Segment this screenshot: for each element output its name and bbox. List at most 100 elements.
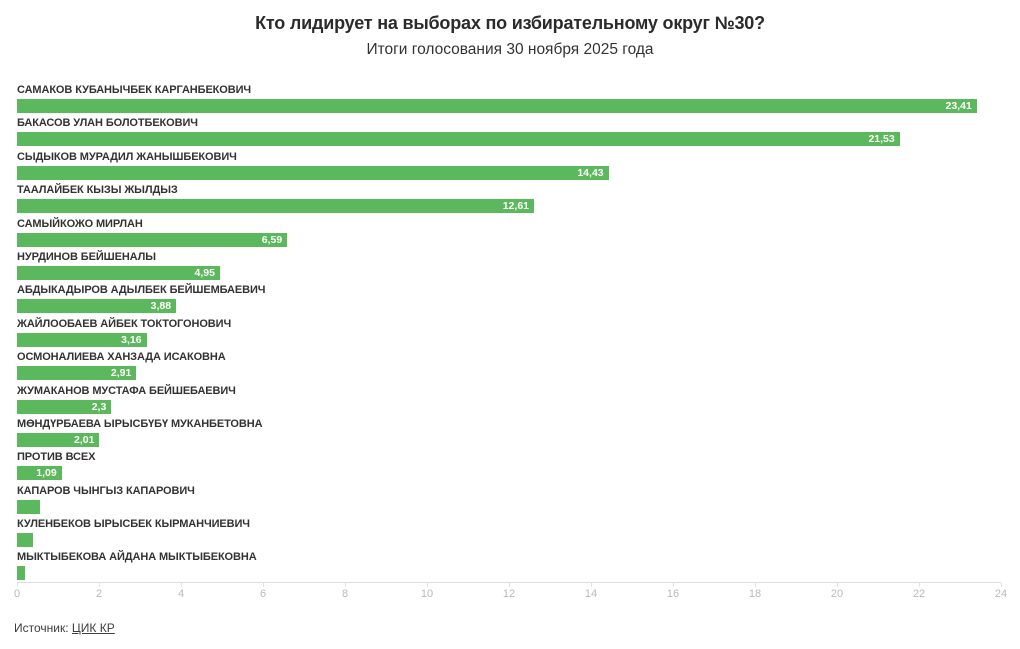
candidate-name-label: АБДЫКАДЫРОВ АДЫЛБЕК БЕЙШЕМБАЕВИЧ: [17, 284, 266, 297]
bar-chart: САМАКОВ КУБАНЫЧБЕК КАРГАНБЕКОВИЧ 23,41 БАК…: [17, 84, 1001, 585]
result-bar: 2,3: [17, 399, 112, 414]
axis-tick-label: 10: [420, 588, 434, 600]
bar-value-label: 2,91: [110, 367, 132, 380]
axis-tick-mark: [427, 583, 428, 587]
source-note: Источник: ЦИК КР: [14, 621, 115, 635]
bar-track: 12,61: [17, 199, 1001, 214]
bar-value-label: 14,43: [577, 166, 604, 179]
axis-tick-mark: [837, 583, 838, 587]
candidate-name-label: САМАКОВ КУБАНЫЧБЕК КАРГАНБЕКОВИЧ: [17, 84, 252, 96]
axis-tick-label: 24: [994, 588, 1008, 600]
candidate-name-label: НУРДИНОВ БЕЙШЕНАЛЫ: [17, 250, 156, 263]
candidate-name-label: МЫКТЫБЕКОВА АЙДАНА МЫКТЫБЕКОВНА: [17, 551, 257, 564]
axis-tick-mark: [17, 583, 18, 587]
axis-tick-label: 20: [830, 588, 844, 600]
chart-header: Кто лидирует на выборах по избирательном…: [0, 0, 1020, 59]
chart-title: Кто лидирует на выборах по избирательном…: [255, 13, 765, 33]
bar-value-label: 23,41: [945, 100, 972, 112]
bar-row: ЖАЙЛООБАЕВ АЙБЕК ТОКТОГОНОВИЧ 3,16: [17, 318, 1001, 351]
bar-row: МЫКТЫБЕКОВА АЙДАНА МЫКТЫБЕКОВНА: [17, 551, 1001, 584]
axis-tick-label: 0: [13, 588, 21, 600]
bar-track: 23,41: [17, 99, 1001, 113]
candidate-name-label: КАПАРОВ ЧЫНГЫЗ КАПАРОВИЧ: [17, 484, 195, 497]
bar-track: [17, 533, 1001, 548]
bar-track: 2,91: [17, 366, 1001, 381]
axis-tick-mark: [345, 583, 346, 587]
bar-row: КАПАРОВ ЧЫНГЫЗ КАПАРОВИЧ: [17, 485, 1001, 518]
bar-track: 2,01: [17, 432, 1001, 447]
source-link[interactable]: ЦИК КР: [71, 621, 115, 635]
axis-tick-label: 4: [177, 588, 185, 600]
candidate-name-label: МӨНДҮРБАЕВА ЫРЫСБҮБҮ МУКАНБЕТОВНА: [17, 417, 263, 430]
result-bar: 3,88: [17, 299, 177, 314]
bar-value-label: 2,3: [91, 400, 107, 413]
candidate-name-label: САМЫЙКОЖО МИРЛАН: [17, 217, 143, 230]
axis-tick-mark: [755, 583, 756, 587]
axis-tick-label: 8: [341, 588, 349, 600]
candidate-name-label: ЖАЙЛООБАЕВ АЙБЕК ТОКТОГОНОВИЧ: [17, 317, 232, 330]
axis-tick-label: 18: [748, 588, 762, 600]
bar-row: ТААЛАЙБЕК КЫЗЫ ЖЫЛДЫЗ 12,61: [17, 184, 1001, 217]
bar-track: 1,09: [17, 466, 1001, 481]
axis-tick-label: 14: [584, 588, 598, 600]
candidate-name-label: КУЛЕНБЕКОВ ЫРЫСБЕК КЫРМАНЧИЕВИЧ: [17, 518, 250, 531]
bar-track: [17, 499, 1001, 514]
bar-row: ПРОТИВ ВСЕХ 1,09: [17, 451, 1001, 484]
result-bar: [17, 499, 40, 514]
candidate-name-label: СЫДЫКОВ МУРАДИЛ ЖАНЫШБЕКОВИЧ: [17, 150, 237, 163]
candidate-name-label: ПРОТИВ ВСЕХ: [17, 451, 96, 464]
bar-row: АБДЫКАДЫРОВ АДЫЛБЕК БЕЙШЕМБАЕВИЧ 3,88: [17, 284, 1001, 317]
result-bar: 4,95: [17, 265, 220, 280]
bar-value-label: 4,95: [194, 266, 215, 279]
axis-tick-mark: [509, 583, 510, 587]
bar-row: САМЫЙКОЖО МИРЛАН 6,59: [17, 218, 1001, 251]
bar-track: 2,3: [17, 399, 1001, 414]
bar-row: МӨНДҮРБАЕВА ЫРЫСБҮБҮ МУКАНБЕТОВНА 2,01: [17, 418, 1001, 451]
result-bar: 21,53: [17, 132, 900, 147]
axis-tick-mark: [181, 583, 182, 587]
result-bar: 2,01: [17, 432, 100, 447]
axis-tick-mark: [99, 583, 100, 587]
source-prefix: Источник:: [14, 621, 72, 635]
bar-row: СЫДЫКОВ МУРАДИЛ ЖАНЫШБЕКОВИЧ 14,43: [17, 151, 1001, 184]
bar-track: [17, 566, 1001, 581]
bar-row: НУРДИНОВ БЕЙШЕНАЛЫ 4,95: [17, 251, 1001, 284]
chart-subtitle: Итоги голосования 30 ноября 2025 года: [366, 41, 654, 58]
bar-value-label: 12,61: [502, 200, 529, 213]
bar-track: 4,95: [17, 265, 1001, 280]
x-axis: 0 2 4 6 8 10 12 14 16 18 20 22 24: [13, 582, 1007, 600]
axis-tick-mark: [919, 583, 920, 587]
candidate-name-label: ЖУМАКАНОВ МУСТАФА БЕЙШЕБАЕВИЧ: [17, 384, 236, 397]
result-bar: 6,59: [17, 232, 288, 247]
candidate-name-label: БАКАСОВ УЛАН БОЛОТБЕКОВИЧ: [17, 117, 198, 130]
bar-row: САМАКОВ КУБАНЫЧБЕК КАРГАНБЕКОВИЧ 23,41: [17, 84, 1001, 117]
bar-track: 14,43: [17, 165, 1001, 180]
bar-value-label: 1,09: [36, 467, 57, 480]
bar-value-label: 6,59: [261, 233, 283, 246]
bar-value-label: 2,01: [73, 433, 95, 446]
axis-tick-label: 12: [502, 588, 516, 600]
result-bar: 1,09: [17, 466, 62, 481]
bar-row: ЖУМАКАНОВ МУСТАФА БЕЙШЕБАЕВИЧ 2,3: [17, 385, 1001, 418]
bar-track: 3,88: [17, 299, 1001, 314]
bar-row: БАКАСОВ УЛАН БОЛОТБЕКОВИЧ 21,53: [17, 117, 1001, 150]
result-bar: 14,43: [17, 165, 609, 180]
bar-track: 21,53: [17, 132, 1001, 147]
result-bar: 3,16: [17, 332, 147, 347]
result-bar: 12,61: [17, 199, 534, 214]
axis-tick-mark: [1001, 583, 1002, 587]
bar-value-label: 21,53: [868, 133, 895, 146]
result-bar: [17, 566, 26, 581]
result-bar: [17, 533, 33, 548]
axis-tick-mark: [673, 583, 674, 587]
bar-track: 6,59: [17, 232, 1001, 247]
candidate-name-label: ТААЛАЙБЕК КЫЗЫ ЖЫЛДЫЗ: [17, 184, 178, 197]
axis-tick-mark: [591, 583, 592, 587]
axis-tick-mark: [263, 583, 264, 587]
axis-tick-label: 6: [259, 588, 267, 600]
candidate-name-label: ОСМОНАЛИЕВА ХАНЗАДА ИСАКОВНА: [17, 351, 226, 364]
bar-value-label: 3,16: [121, 333, 142, 346]
result-bar: 23,41: [17, 99, 977, 113]
axis-tick-label: 16: [666, 588, 680, 600]
bar-row: ОСМОНАЛИЕВА ХАНЗАДА ИСАКОВНА 2,91: [17, 351, 1001, 384]
